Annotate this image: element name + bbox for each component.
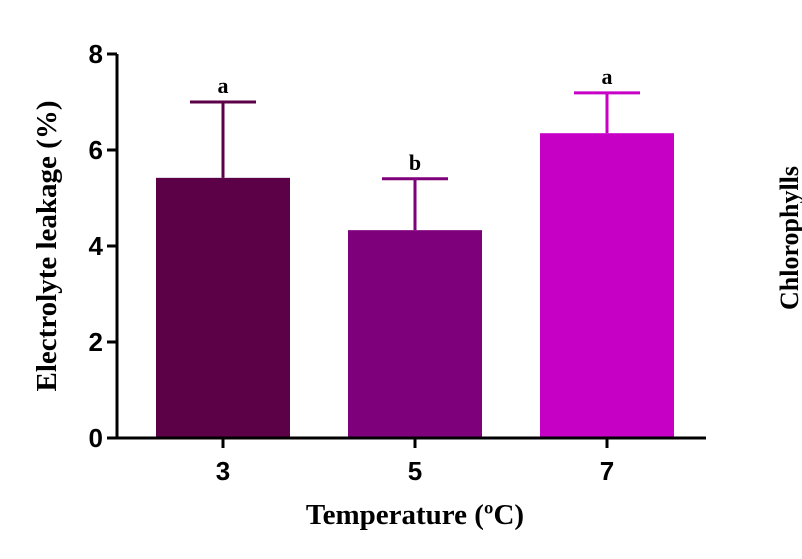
bar xyxy=(348,230,482,438)
significance-label: b xyxy=(409,150,421,175)
y-tick-label: 6 xyxy=(89,135,103,165)
x-tick-label: 7 xyxy=(600,456,614,486)
significance-label: a xyxy=(602,64,613,89)
y-axis-label: Electrolyte leakage (%) xyxy=(31,101,63,392)
y-tick-label: 4 xyxy=(89,231,104,261)
side-label: Chlorophylls xyxy=(775,166,802,310)
x-tick-label: 5 xyxy=(408,456,422,486)
x-tick-label: 3 xyxy=(216,456,230,486)
y-tick-label: 8 xyxy=(89,39,103,69)
bar xyxy=(540,133,674,438)
bar xyxy=(156,177,290,438)
y-tick-label: 0 xyxy=(89,423,103,453)
x-axis-label: Temperature (ºC) xyxy=(306,499,524,531)
y-tick-label: 2 xyxy=(89,327,103,357)
significance-label: a xyxy=(218,73,229,98)
